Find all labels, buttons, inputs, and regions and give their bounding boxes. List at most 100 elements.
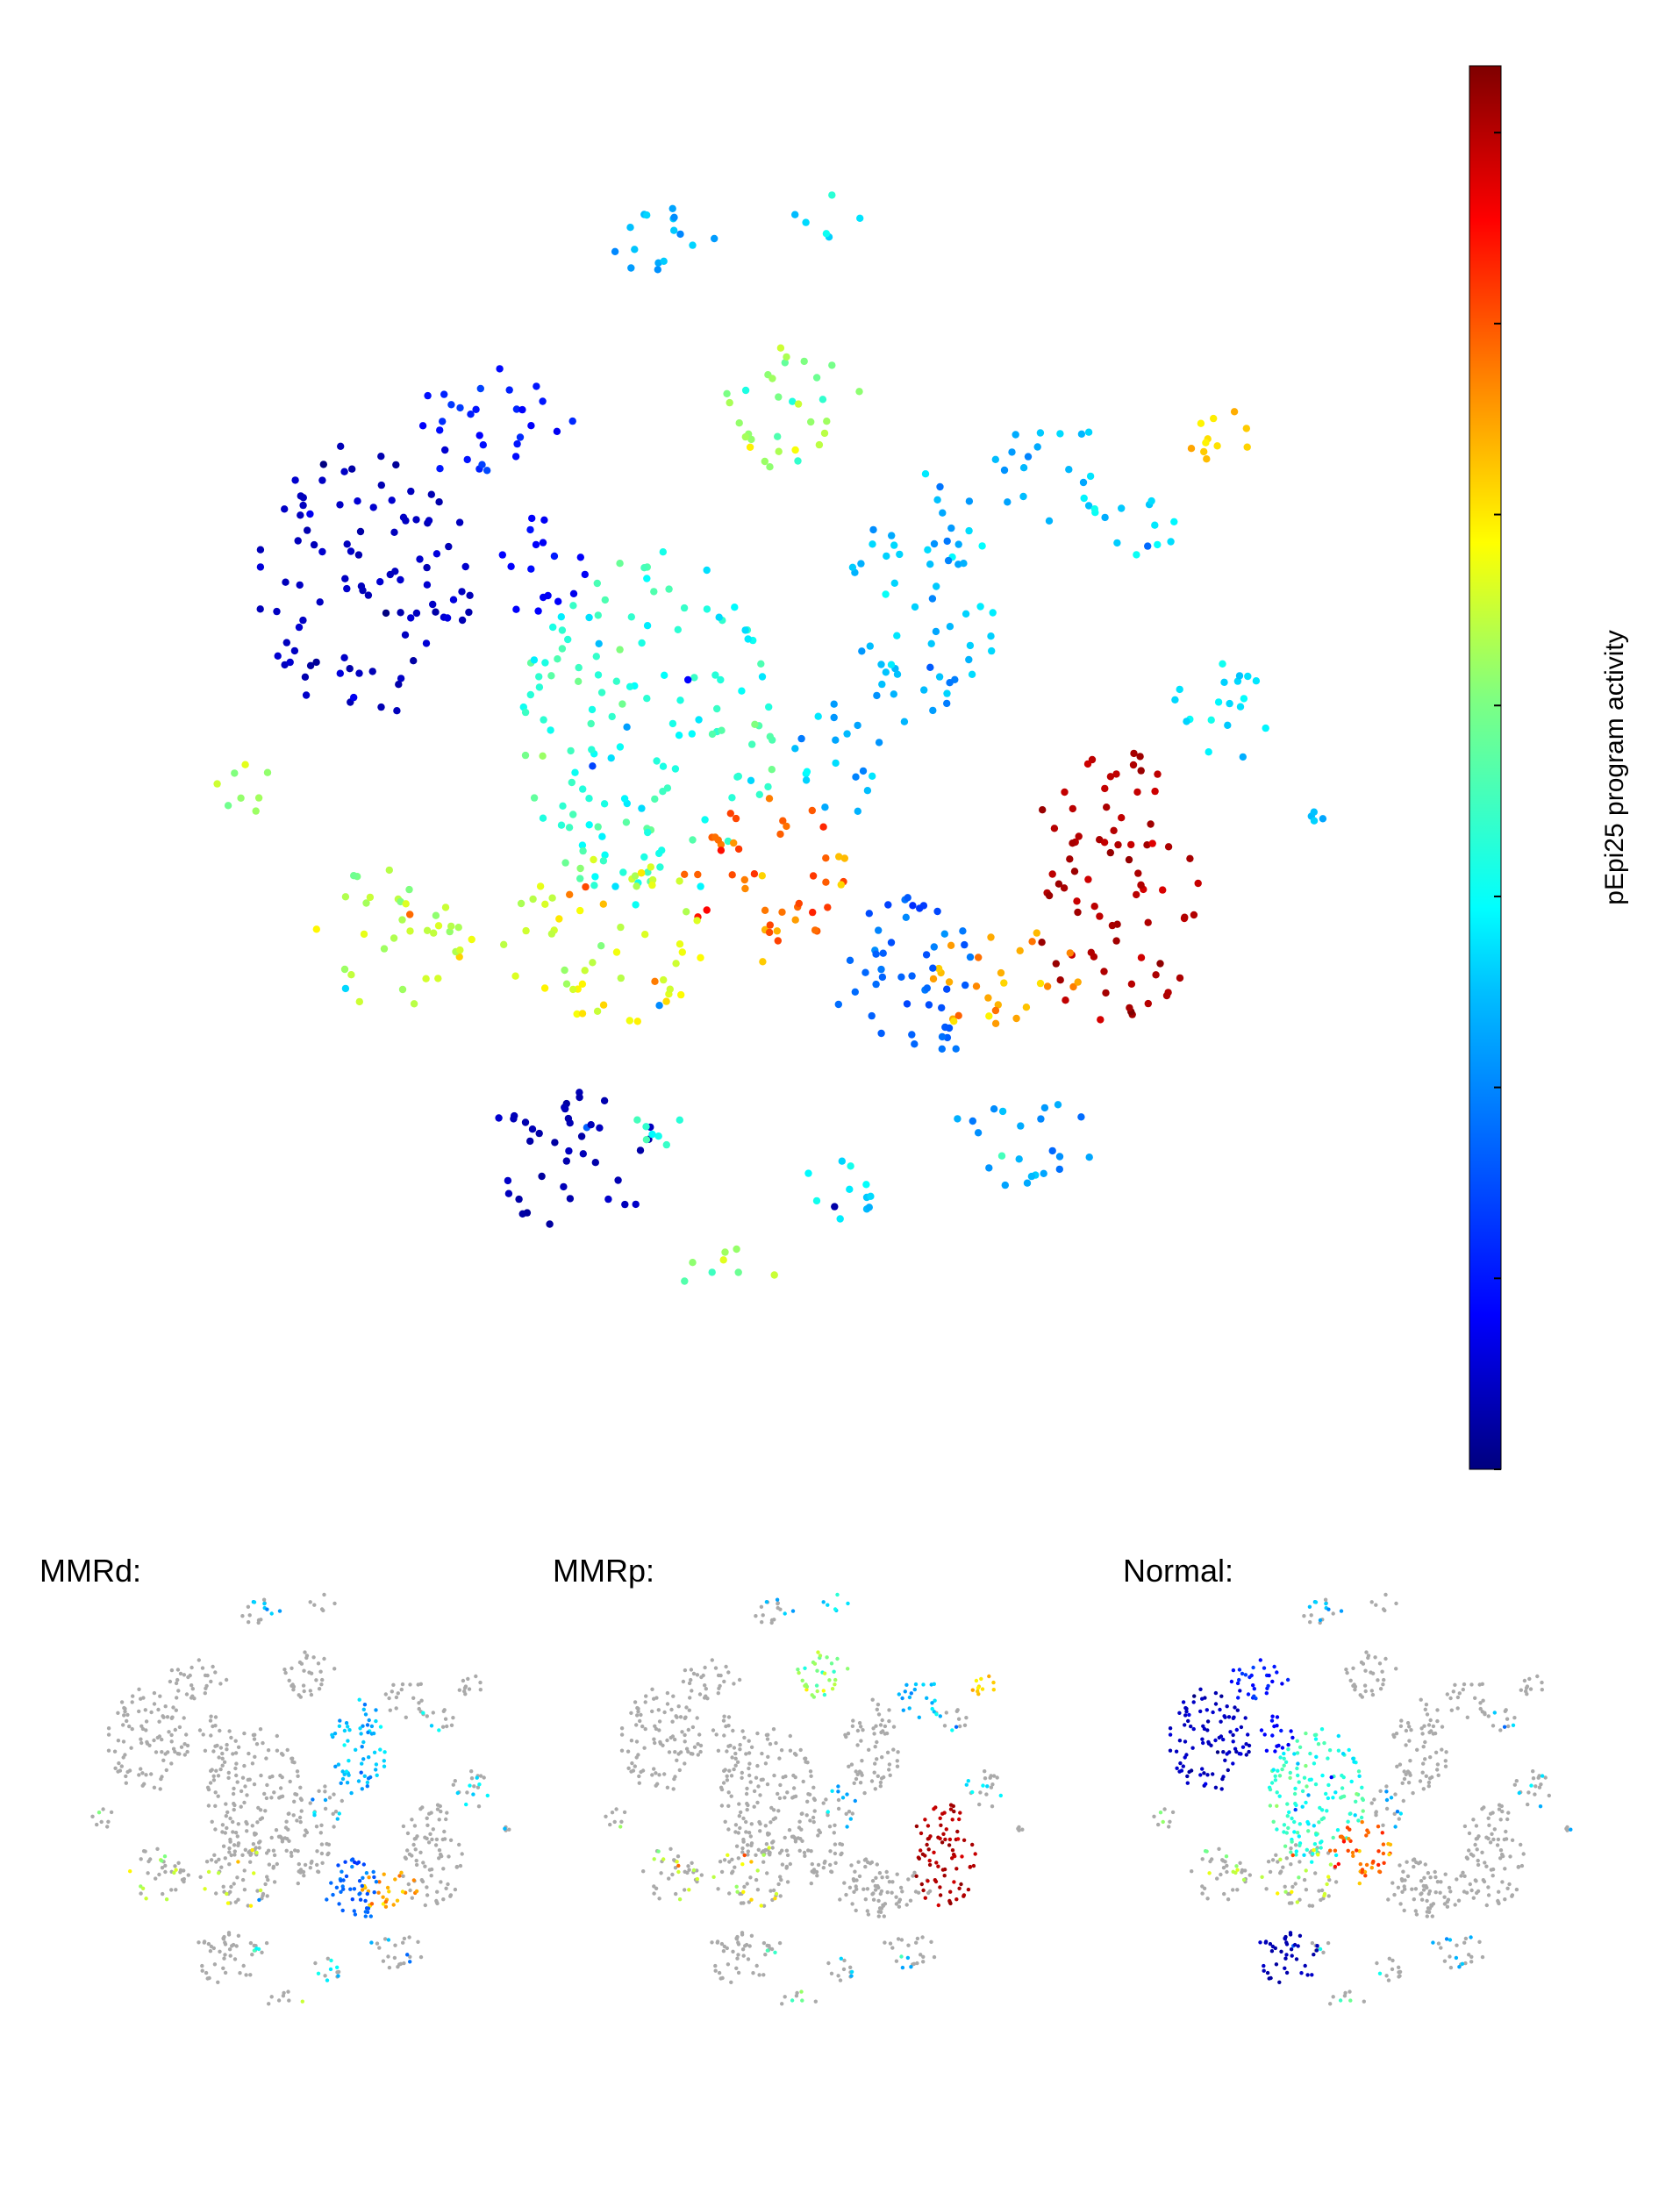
scatter-point [1012, 431, 1019, 439]
scatter-point [745, 1882, 749, 1886]
scatter-point [282, 578, 290, 586]
scatter-point [932, 1682, 936, 1686]
scatter-point [578, 1010, 587, 1018]
scatter-point [1383, 1592, 1388, 1597]
scatter-point [442, 1837, 447, 1841]
scatter-point [414, 1858, 418, 1863]
scatter-point [876, 1703, 881, 1707]
scatter-point [1222, 1891, 1226, 1897]
scatter-point [868, 1011, 876, 1020]
scatter-point [105, 1825, 110, 1829]
scatter-point [749, 1822, 754, 1826]
scatter-point [212, 1962, 218, 1967]
scatter-point [851, 1718, 855, 1723]
scatter-point [420, 1879, 425, 1884]
scatter-point [1036, 429, 1045, 437]
scatter-point [1290, 1889, 1294, 1894]
scatter-point [301, 673, 310, 681]
scatter-point [683, 1732, 687, 1738]
scatter-point [959, 927, 967, 935]
scatter-point [1408, 1773, 1412, 1777]
scatter-point [1283, 1884, 1287, 1889]
scatter-point [424, 391, 432, 400]
scatter-point [1312, 1842, 1318, 1847]
scatter-point [1240, 695, 1248, 703]
scatter-point [883, 552, 890, 561]
scatter-point [726, 810, 734, 818]
scatter-point [208, 1949, 213, 1954]
scatter-point [1402, 1908, 1406, 1913]
scatter-point [803, 1756, 807, 1761]
scatter-point [1302, 1775, 1307, 1780]
scatter-point [599, 900, 607, 908]
scatter-point [429, 600, 437, 609]
scatter-point [1056, 430, 1064, 438]
scatter-point [211, 1724, 215, 1729]
scatter-point [412, 1837, 417, 1841]
scatter-point [761, 1904, 767, 1908]
scatter-point [263, 1809, 268, 1813]
scatter-point [1381, 1842, 1386, 1847]
scatter-point [861, 968, 869, 976]
scatter-point [1351, 1756, 1355, 1761]
scatter-point [1313, 1782, 1319, 1787]
scatter-point [1276, 1891, 1280, 1896]
scatter-point [724, 1664, 728, 1669]
scatter-point [540, 593, 547, 602]
scatter-point [116, 1711, 120, 1715]
scatter-point [1310, 1940, 1315, 1946]
scatter-point [765, 1737, 770, 1741]
scatter-point [838, 1897, 842, 1902]
scatter-point [806, 1792, 811, 1797]
scatter-point [182, 1742, 187, 1747]
scatter-point [252, 1871, 256, 1875]
scatter-point [455, 518, 464, 526]
scatter-point [407, 614, 415, 622]
scatter-point [619, 1819, 624, 1824]
scatter-point [614, 1176, 622, 1184]
scatter-point [921, 470, 930, 478]
scatter-point [1273, 1946, 1277, 1951]
scatter-point [965, 526, 973, 535]
scatter-point [90, 1814, 95, 1818]
scatter-point [399, 1870, 404, 1875]
scatter-point [155, 1847, 160, 1851]
scatter-point [290, 1683, 294, 1688]
scatter-point [775, 393, 783, 401]
scatter-point [1394, 1601, 1398, 1606]
scatter-point [746, 1849, 750, 1854]
scatter-point [228, 1839, 232, 1844]
scatter-point [873, 1745, 877, 1749]
scatter-point [242, 1888, 247, 1892]
scatter-point [1535, 1674, 1540, 1679]
scatter-point [1351, 1683, 1355, 1688]
scatter-point [1090, 953, 1098, 961]
scatter-point [106, 1726, 111, 1731]
scatter-point [541, 659, 549, 667]
scatter-point [247, 1620, 251, 1625]
scatter-point [983, 1769, 987, 1774]
scatter-point [275, 1861, 279, 1867]
scatter-point [467, 411, 475, 418]
scatter-point [832, 736, 840, 744]
scatter-point [1521, 1852, 1526, 1856]
scatter-point [921, 1682, 926, 1687]
scatter-point [740, 875, 748, 884]
scatter-point [909, 1965, 913, 1969]
scatter-point [643, 1700, 647, 1704]
scatter-point [1425, 1910, 1429, 1914]
scatter-point [643, 695, 651, 703]
scatter-point [808, 1818, 812, 1823]
scatter-point [770, 1846, 775, 1850]
scatter-point [890, 690, 897, 698]
scatter-point [1478, 1706, 1483, 1711]
scatter-point [1210, 1857, 1214, 1861]
scatter-point [879, 1730, 883, 1735]
scatter-point [1383, 1656, 1388, 1661]
scatter-point [224, 1677, 229, 1682]
scatter-point [1231, 1668, 1236, 1673]
scatter-point [553, 427, 561, 435]
scatter-point [346, 1725, 350, 1729]
scatter-point [796, 1668, 800, 1672]
scatter-point [626, 1766, 631, 1770]
